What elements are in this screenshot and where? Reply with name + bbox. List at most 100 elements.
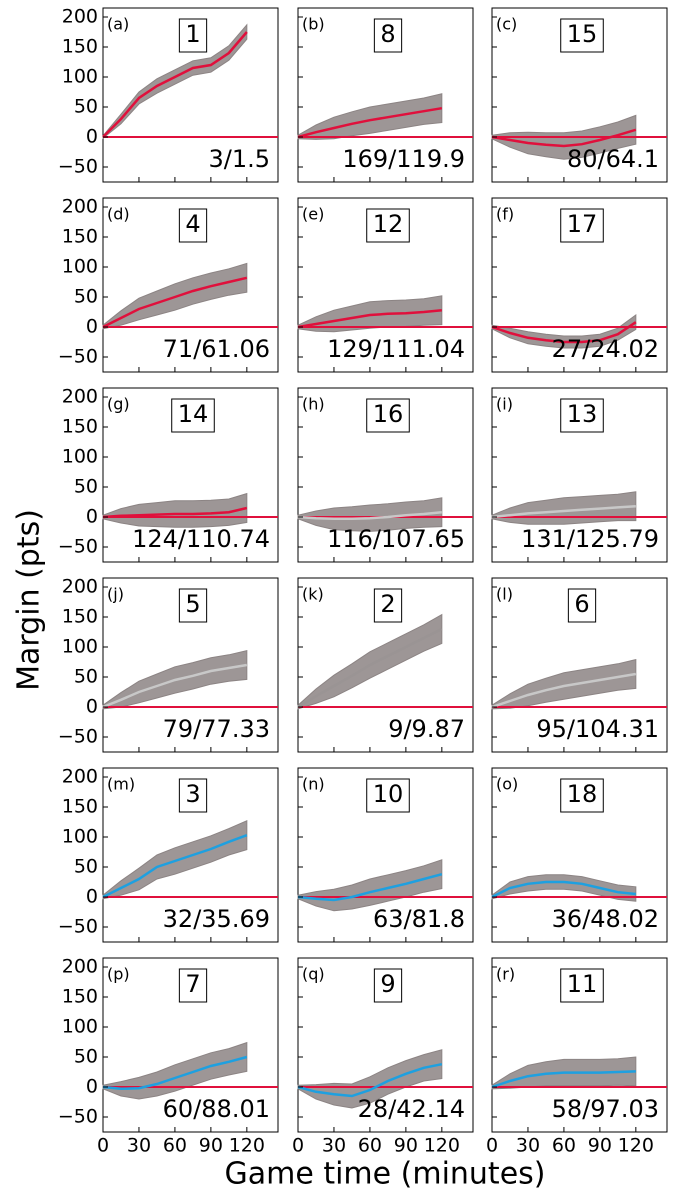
y-tick-label: 200	[62, 766, 98, 788]
annotation: 32/35.69	[163, 905, 270, 933]
rank-label: 1	[185, 20, 200, 48]
y-tick-label: 100	[62, 636, 98, 658]
mean-line	[491, 321, 637, 344]
rank-box	[373, 968, 403, 1003]
x-tick-label: 120	[424, 1135, 460, 1157]
y-tick-label: 50	[74, 856, 98, 878]
annotation: 80/64.1	[567, 145, 659, 173]
rank-label: 13	[567, 400, 598, 428]
mean-line	[297, 1062, 443, 1098]
x-tick-label: 120	[229, 1135, 265, 1157]
trajectory-band	[297, 859, 443, 912]
mean-line	[491, 880, 636, 899]
mean-line	[102, 663, 248, 709]
x-tick-label: 0	[486, 1135, 498, 1157]
y-tick-label: 200	[62, 6, 98, 28]
rank-label: 12	[373, 210, 404, 238]
rank-box	[178, 18, 208, 53]
mean-line	[102, 1055, 248, 1091]
y-tick-label: 100	[62, 256, 98, 278]
rank-box	[178, 778, 208, 813]
y-tick-label: 50	[74, 476, 98, 498]
x-tick-label: 90	[199, 1135, 223, 1157]
rank-label: 10	[373, 780, 404, 808]
trajectory-band	[102, 492, 248, 528]
rank-box	[178, 208, 208, 243]
mean-line	[491, 504, 636, 519]
y-tick-label: 150	[62, 606, 98, 628]
y-tick-label: 200	[62, 576, 98, 598]
annotation: 3/1.5	[208, 145, 270, 173]
trajectory-band	[297, 497, 443, 532]
annotation: 27/24.02	[552, 335, 659, 363]
mean-line	[297, 872, 443, 902]
y-tick-label: 100	[62, 66, 98, 88]
y-tick-label: −50	[58, 916, 98, 938]
y-tick-label: −50	[58, 1106, 98, 1128]
annotation: 36/48.02	[552, 905, 659, 933]
x-tick-label: 0	[97, 1135, 109, 1157]
rank-box	[560, 18, 604, 53]
x-tick-label: 30	[127, 1135, 151, 1157]
rank-label: 18	[567, 780, 598, 808]
panel-letter: (f)	[496, 205, 514, 224]
rank-label: 4	[185, 210, 200, 238]
y-tick-label: 0	[86, 126, 98, 148]
y-tick-label: 100	[62, 826, 98, 848]
y-tick-label: 50	[74, 286, 98, 308]
panel-letter: (j)	[107, 585, 124, 604]
panel-letter: (g)	[107, 395, 130, 414]
rank-label: 3	[185, 780, 200, 808]
panel-letter: (d)	[107, 205, 130, 224]
annotation: 71/61.06	[163, 335, 270, 363]
panel-letter: (o)	[496, 775, 518, 794]
y-tick-label: 150	[62, 986, 98, 1008]
rank-box	[366, 208, 410, 243]
mean-line	[102, 31, 248, 138]
rank-label: 7	[185, 970, 200, 998]
trajectory-band	[491, 658, 637, 710]
mean-line	[297, 510, 442, 521]
annotation: 58/97.03	[552, 1095, 659, 1123]
x-tick-label: 60	[358, 1135, 382, 1157]
y-tick-label: 0	[86, 506, 98, 528]
annotation: 95/104.31	[536, 715, 659, 743]
panel-letter: (c)	[496, 15, 517, 34]
x-tick-label: 60	[163, 1135, 187, 1157]
x-tick-label: 90	[588, 1135, 612, 1157]
y-tick-label: 0	[86, 886, 98, 908]
rank-box	[366, 398, 410, 433]
y-tick-label: 200	[62, 196, 98, 218]
mean-line	[491, 1070, 636, 1089]
y-tick-label: 150	[62, 36, 98, 58]
annotation: 131/125.79	[521, 525, 659, 553]
annotation: 79/77.33	[163, 715, 270, 743]
rank-box	[560, 208, 604, 243]
x-tick-label: 30	[322, 1135, 346, 1157]
x-axis-label: Game time (minutes)	[224, 1157, 545, 1192]
y-tick-label: 0	[86, 1076, 98, 1098]
panel-letter: (a)	[107, 15, 129, 34]
y-axis-label: Margin (pts)	[12, 509, 47, 691]
rank-box	[560, 398, 604, 433]
mean-line	[297, 627, 443, 709]
y-tick-label: 150	[62, 226, 98, 248]
mean-line	[102, 276, 248, 329]
rank-label: 9	[380, 970, 395, 998]
y-tick-label: 200	[62, 956, 98, 978]
rank-label: 14	[178, 400, 209, 428]
y-tick-label: 50	[74, 1046, 98, 1068]
mean-line	[491, 128, 637, 148]
y-tick-label: 150	[62, 796, 98, 818]
panel-letter: (e)	[302, 205, 324, 224]
rank-box	[560, 968, 604, 1003]
rank-label: 11	[567, 970, 598, 998]
panel-letter: (m)	[107, 775, 135, 794]
x-tick-label: 90	[394, 1135, 418, 1157]
rank-label: 8	[380, 20, 395, 48]
annotation: 28/42.14	[358, 1095, 465, 1123]
annotation: 63/81.8	[373, 905, 465, 933]
y-tick-label: 100	[62, 1016, 98, 1038]
trajectory-band	[102, 23, 248, 140]
